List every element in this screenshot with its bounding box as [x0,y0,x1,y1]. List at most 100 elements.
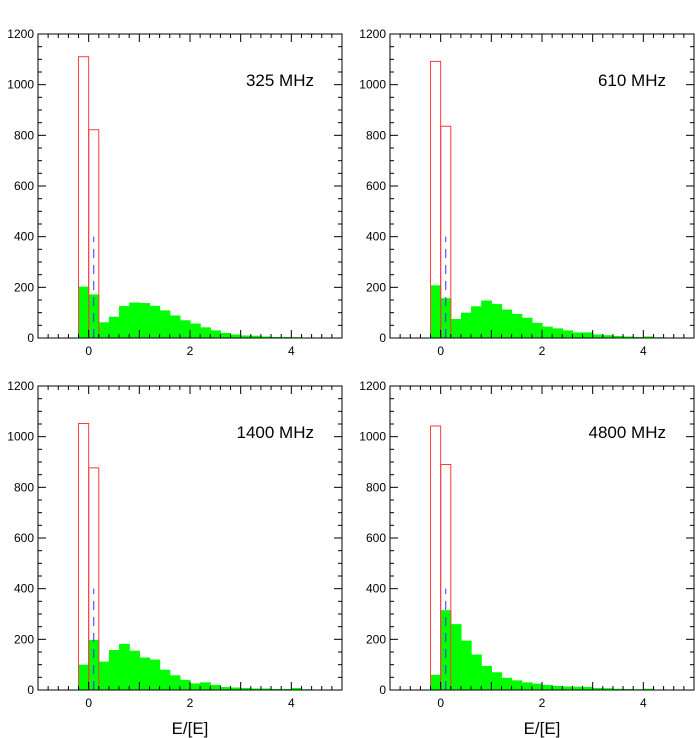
filled-bar [78,664,90,690]
x-tick-label: 4 [640,696,647,710]
filled-bar [119,643,130,690]
y-tick-label: 1000 [7,430,34,444]
outline-bar [430,425,442,690]
filled-bar [230,687,242,690]
x-tick-label: 2 [187,696,194,710]
filled-bar [119,306,130,338]
filled-bar [200,327,211,338]
filled-bar [542,326,553,338]
outline-bar [440,464,452,690]
y-tick-label: 200 [14,280,34,294]
filled-bar [271,688,282,690]
y-tick-label: 200 [366,280,386,294]
filled-bar [460,640,472,690]
filled-bar [501,309,513,338]
y-tick-label: 0 [27,331,34,345]
y-tick-label: 800 [366,480,386,494]
filled-bar [602,335,614,338]
x-axis-label: E/[E] [524,719,561,738]
y-tick-label: 800 [14,128,34,142]
filled-bar [562,686,573,690]
outline-bar [440,125,452,338]
filled-bar [129,302,140,338]
filled-bar [481,300,492,338]
filled-bar [240,687,252,690]
frequency-annotation: 325 MHz [246,71,314,90]
filled-bar [471,306,482,338]
filled-bar [220,686,232,690]
histogram-panel-4: 0 200 400 600 800 1000 1200 0 2 4 4800 MHz E/[E] [359,379,695,738]
filled-bar [129,650,140,690]
filled-bar [240,335,252,338]
x-axis-label: E/[E] [172,719,209,738]
x-tick-label: 2 [539,344,546,358]
filled-bar [260,336,272,338]
outline-bar [88,467,100,690]
frequency-annotation: 610 MHz [598,71,666,90]
y-tick-label: 800 [14,480,34,494]
filled-bar [159,310,171,338]
filled-bar [88,639,100,690]
filled-bar [531,683,543,690]
filled-bar [430,285,442,338]
filled-bar [200,682,211,690]
filled-bar [562,330,573,338]
histogram-panel-3: 0 200 400 600 800 1000 1200 0 2 4 1400 MHz E/[E] [7,379,343,738]
x-tick-label: 0 [85,344,92,358]
filled-bar [179,320,191,338]
frequency-annotation: 4800 MHz [589,423,666,442]
y-tick-label: 200 [14,632,34,646]
filled-bar [612,688,624,690]
filled-bar [169,315,181,338]
filled-bar [521,317,533,338]
y-tick-label: 0 [27,683,34,697]
filled-bar [271,336,282,338]
filled-bar [179,679,191,690]
filled-bar [108,649,120,690]
filled-bar [602,688,614,690]
y-tick-label: 0 [379,331,386,345]
x-tick-label: 4 [640,344,647,358]
x-tick-label: 0 [437,344,444,358]
filled-bar [450,319,462,338]
y-tick-label: 0 [379,683,386,697]
filled-bar [220,332,232,338]
y-tick-label: 1200 [359,379,386,393]
filled-bar [491,672,503,690]
x-tick-label: 4 [288,696,295,710]
filled-bar [552,328,563,338]
filled-bar [542,684,553,690]
filled-bar [623,336,634,338]
filled-bar [572,332,584,338]
filled-bar [250,688,262,690]
filled-bar [450,624,462,690]
filled-bar [139,303,151,338]
filled-bar [552,685,563,690]
filled-bar [582,686,594,690]
filled-bar [149,305,161,338]
x-tick-label: 0 [437,696,444,710]
filled-bar [511,680,523,690]
filled-bar [481,665,492,690]
filled-bar [633,336,644,338]
outline-bar [78,422,90,690]
y-tick-label: 800 [366,128,386,142]
filled-bar [430,674,442,690]
frequency-annotation: 1400 MHz [237,423,314,442]
filled-bar [592,334,604,338]
x-tick-label: 2 [187,344,194,358]
y-tick-label: 400 [366,582,386,596]
y-tick-label: 600 [366,179,386,193]
filled-bar [98,661,110,690]
y-tick-label: 600 [366,531,386,545]
histogram-panel-1: 0 200 400 600 800 1000 1200 0 2 4 325 MHz [7,27,343,358]
y-tick-label: 600 [14,531,34,545]
filled-bar [612,335,624,338]
x-tick-label: 2 [539,696,546,710]
filled-bar [250,335,262,338]
filled-bar [501,677,513,690]
filled-bar [491,304,503,338]
x-tick-label: 0 [85,696,92,710]
filled-bar [78,286,90,338]
